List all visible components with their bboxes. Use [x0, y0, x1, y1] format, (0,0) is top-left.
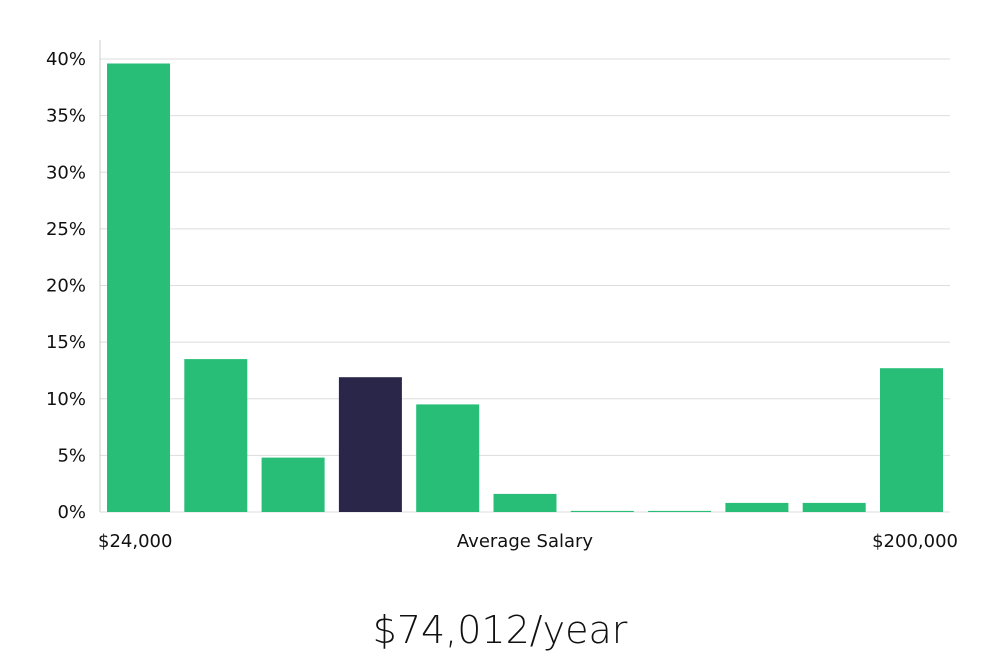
y-tick-label: 40%	[46, 49, 86, 70]
average-salary-value: $74,012/year	[372, 608, 628, 652]
y-tick-label: 25%	[46, 219, 86, 240]
bar	[107, 63, 170, 512]
x-axis-label: Average Salary	[457, 531, 594, 552]
bar	[648, 510, 712, 512]
y-tick-label: 0%	[57, 502, 86, 523]
y-tick-label: 20%	[46, 276, 86, 297]
bar	[880, 368, 943, 512]
x-right-label: $200,000	[872, 531, 958, 552]
salary-histogram: 0% 5% 10% 15% 20% 25% 30% 35% 40% $24,000 Averag…	[46, 40, 958, 552]
y-tick-labels: 0% 5% 10% 15% 20% 25% 30% 35% 40%	[46, 49, 86, 523]
y-tick-label: 15%	[46, 332, 86, 353]
x-left-label: $24,000	[98, 531, 172, 552]
y-tick-label: 10%	[46, 389, 86, 410]
bar	[261, 457, 325, 512]
bar	[570, 510, 634, 512]
bar	[184, 359, 248, 512]
bar-highlighted	[338, 377, 402, 512]
bar	[725, 502, 789, 512]
y-tick-label: 30%	[46, 162, 86, 183]
bars	[107, 63, 943, 512]
y-tick-label: 35%	[46, 106, 86, 127]
bar	[416, 404, 480, 512]
y-tick-label: 5%	[57, 445, 86, 466]
bar	[802, 502, 866, 512]
bar	[493, 493, 557, 512]
